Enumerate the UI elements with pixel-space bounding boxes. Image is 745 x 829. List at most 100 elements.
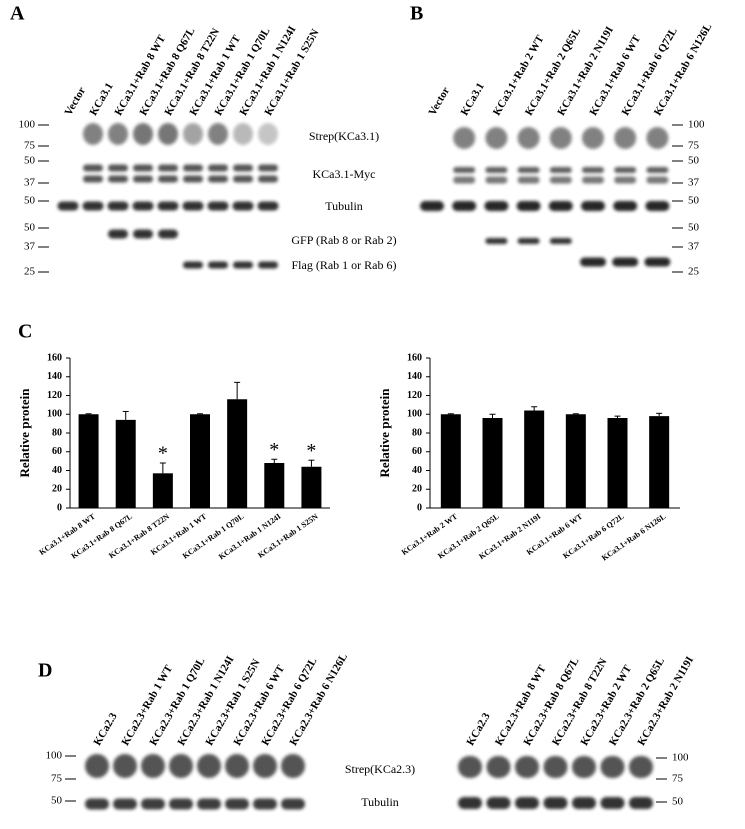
bar — [524, 410, 545, 508]
y-tick-label: 60 — [52, 446, 62, 457]
blot-band — [549, 176, 572, 184]
x-tick-label: KCa3.1+Rab 8 Q67L — [69, 512, 133, 561]
mw-marker: 50 — [51, 795, 63, 807]
blot-band — [57, 201, 79, 211]
blot-band — [485, 176, 508, 184]
blot-band — [207, 201, 229, 211]
mw-marker: 75 — [672, 773, 684, 785]
blot-band — [233, 175, 253, 183]
blot-band — [613, 201, 638, 211]
blot-band — [197, 754, 221, 778]
blot-band — [646, 176, 669, 184]
bar — [565, 414, 586, 508]
blot-band — [83, 123, 103, 145]
blot-band — [253, 754, 277, 778]
blot-band — [543, 797, 568, 809]
blot-band — [646, 167, 669, 173]
blot-band — [182, 201, 204, 211]
blot-band — [644, 257, 671, 267]
blot-band — [208, 123, 228, 145]
blot-band — [517, 127, 540, 149]
blot-band — [484, 201, 509, 211]
bar — [607, 418, 628, 508]
blot-band — [420, 201, 444, 211]
blot-band — [458, 797, 482, 809]
lane-label: KCa2.3 — [91, 710, 120, 747]
y-tick-label: 160 — [47, 352, 62, 363]
blot-band — [600, 797, 625, 809]
blot-band — [572, 797, 596, 809]
lane-label: KCa2.3+Rab 2 WT — [578, 663, 634, 748]
blot-band — [458, 756, 482, 778]
blot-band — [485, 167, 508, 173]
blot-band — [549, 238, 572, 244]
blot-band — [258, 164, 278, 172]
row-label: Flag (Rab 1 or Rab 6) — [292, 258, 397, 272]
y-tick-label: 20 — [412, 484, 422, 495]
y-tick-label: 80 — [412, 427, 422, 438]
row-label: Tubulin — [361, 795, 399, 809]
blot-band — [517, 167, 540, 173]
blot-band — [208, 175, 228, 183]
blot-band — [183, 164, 203, 172]
y-tick-label: 140 — [407, 371, 422, 382]
significance-marker: * — [158, 443, 168, 465]
blot-band — [133, 123, 153, 145]
lane-label: KCa2.3+Rab 8 WT — [493, 663, 549, 748]
blot-band — [108, 229, 128, 239]
x-tick-label: KCa3.1+Rab 1 N124I — [217, 512, 283, 562]
lane-label: KCa2.3+Rab 6 WT — [231, 663, 287, 748]
blot-band — [453, 167, 476, 173]
blot-band — [629, 797, 653, 809]
blot-band — [645, 201, 670, 211]
lane-label: KCa3.1 — [459, 81, 487, 118]
blot-band — [85, 798, 109, 810]
mw-marker: 50 — [24, 222, 36, 234]
blot-band — [82, 201, 104, 211]
blot-band — [225, 798, 249, 810]
blot-band — [113, 798, 137, 810]
blot-band — [257, 201, 279, 211]
blot-band — [614, 167, 637, 173]
blot-band — [183, 175, 203, 183]
blot-band — [233, 164, 253, 172]
blot-band — [83, 175, 103, 183]
blot-band — [232, 201, 254, 211]
blot-band — [208, 261, 228, 269]
y-tick-label: 120 — [407, 390, 422, 401]
panel-letter: A — [10, 3, 25, 25]
blot-band — [141, 798, 165, 810]
mw-marker: 37 — [24, 177, 36, 189]
blot-band — [108, 164, 128, 172]
blot-band — [543, 756, 568, 778]
significance-marker: * — [306, 440, 316, 462]
blot-band — [485, 127, 508, 149]
mw-marker: 37 — [24, 241, 36, 253]
bar — [227, 399, 248, 508]
blot-band — [133, 229, 153, 239]
y-tick-label: 120 — [47, 390, 62, 401]
bar — [440, 414, 461, 508]
blot-band — [572, 756, 596, 778]
blot-band — [157, 201, 179, 211]
x-tick-label: KCa3.1+Rab 8 T22N — [107, 512, 171, 561]
y-axis-label: Relative protein — [17, 388, 32, 478]
mw-marker: 50 — [24, 155, 36, 167]
blot-band — [582, 127, 604, 149]
blot-band — [183, 261, 203, 269]
blot-band — [225, 754, 249, 778]
blot-band — [281, 798, 305, 810]
y-tick-label: 80 — [52, 427, 62, 438]
mw-marker: 50 — [688, 155, 700, 167]
panel-letter: C — [18, 321, 32, 343]
row-label: Tubulin — [325, 199, 363, 213]
y-tick-label: 140 — [47, 371, 62, 382]
blot-band — [83, 164, 103, 172]
blot-band — [629, 756, 653, 778]
significance-marker: * — [269, 439, 279, 461]
mw-marker: 50 — [24, 195, 36, 207]
bar — [152, 473, 173, 508]
blot-band — [133, 164, 153, 172]
mw-marker: 37 — [688, 177, 700, 189]
